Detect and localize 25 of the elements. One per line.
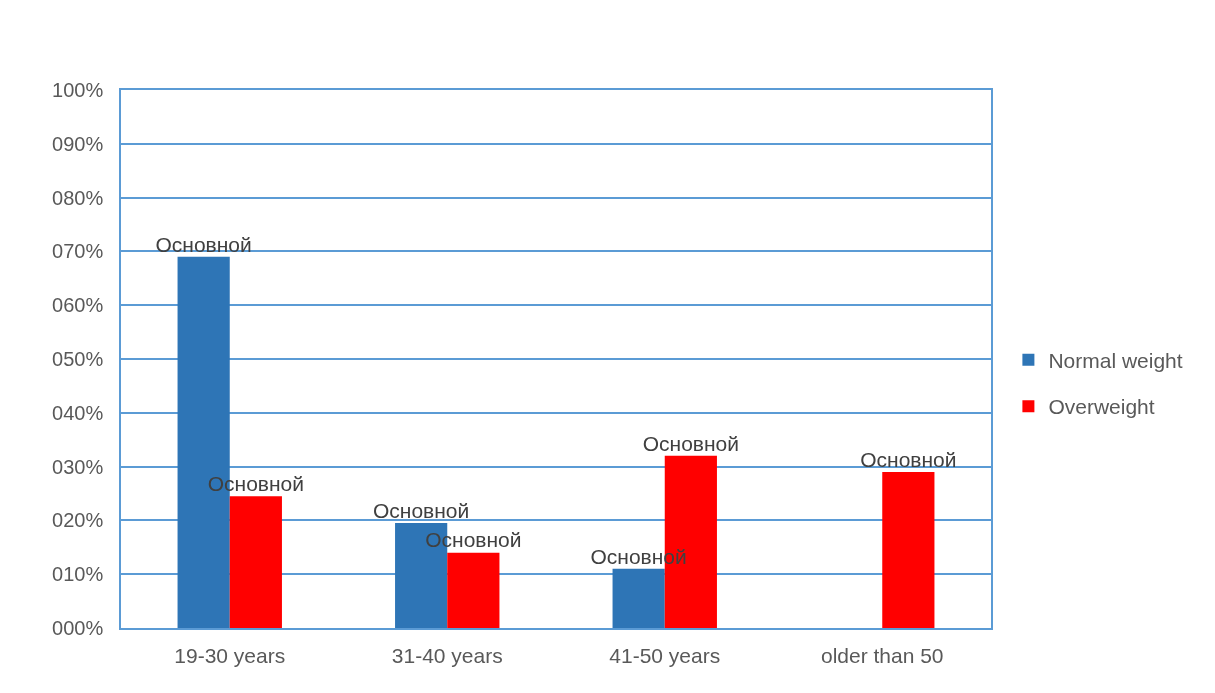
data-label: Основной bbox=[642, 431, 739, 455]
bar bbox=[612, 568, 665, 628]
x-tick-label: older than 50 bbox=[820, 643, 944, 667]
y-tick-label: 000% bbox=[52, 617, 104, 639]
bar bbox=[229, 496, 282, 628]
data-label: Основной bbox=[373, 498, 470, 522]
y-tick-label: 060% bbox=[52, 294, 104, 317]
x-tick-label: 41-50 years bbox=[609, 643, 721, 667]
y-tick-label: 010% bbox=[52, 563, 104, 586]
y-tick-label: 050% bbox=[52, 348, 104, 370]
legend-label: Normal weight bbox=[1048, 349, 1183, 373]
bar bbox=[882, 471, 935, 628]
x-tick-label: 19-30 years bbox=[174, 643, 286, 667]
y-tick-label: 030% bbox=[52, 455, 104, 478]
y-tick-label: 020% bbox=[52, 509, 104, 532]
y-tick-label: 040% bbox=[52, 401, 104, 424]
y-tick-label: 070% bbox=[52, 240, 104, 263]
y-tick-label: 090% bbox=[52, 132, 104, 155]
x-tick-label: 31-40 years bbox=[391, 643, 503, 667]
bar bbox=[447, 552, 500, 628]
legend-label: Overweight bbox=[1048, 395, 1155, 419]
data-label: Основной bbox=[860, 447, 957, 471]
y-tick-label: 100% bbox=[52, 79, 104, 101]
data-label: Основной bbox=[155, 232, 252, 256]
y-tick-label: 080% bbox=[52, 186, 104, 209]
